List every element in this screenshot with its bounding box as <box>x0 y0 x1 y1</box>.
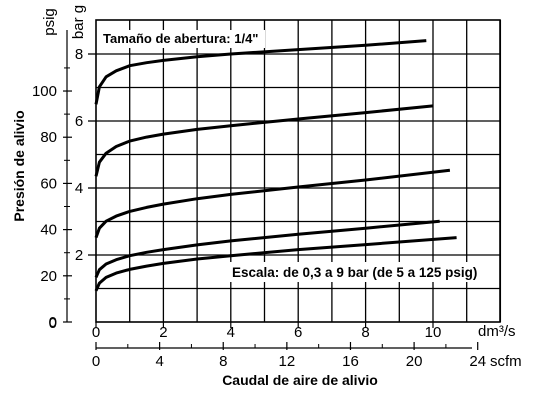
x-unit-dm3s: dm³/s <box>478 323 516 340</box>
x-dm3s-tick-label: 8 <box>361 324 369 341</box>
x-unit-scfm: scfm <box>490 353 522 370</box>
y-unit-psig: psig <box>41 8 58 36</box>
series-line-1 <box>94 236 457 292</box>
x-scfm-tick-label: 24 <box>469 353 486 370</box>
y-zero-tick-label: 0 <box>49 315 57 332</box>
y-psig-tick-label: 40 <box>40 222 57 239</box>
series-line-2 <box>94 219 440 279</box>
y-bar-tick-label: 4 <box>75 180 83 197</box>
aperture-annotation-background <box>99 30 265 48</box>
y-psig-tick-label: 0 <box>49 314 57 331</box>
y-psig-tick-label: 100 <box>32 83 57 100</box>
series-line-4 <box>94 104 434 177</box>
x-dm3s-tick-label: 6 <box>294 324 302 341</box>
x-scfm-tick-label: 16 <box>342 353 359 370</box>
x-scfm-tick-label: 8 <box>219 353 227 370</box>
x-scfm-tick-label: 4 <box>155 353 163 370</box>
y-psig-tick-label: 80 <box>40 129 57 146</box>
x-dm3s-tick-label: 4 <box>227 324 235 341</box>
scale-annotation-background <box>228 262 498 282</box>
y-psig-tick-label: 60 <box>40 175 57 192</box>
x-scfm-tick-label: 20 <box>406 353 423 370</box>
y-bar-tick-label: 6 <box>75 113 83 130</box>
y-bar-tick-label: 8 <box>75 46 83 63</box>
x-dm3s-tick-label: 10 <box>425 324 442 341</box>
x-scfm-tick-label: 12 <box>279 353 296 370</box>
y-psig-tick-label: 20 <box>40 268 57 285</box>
x-axis-title: Caudal de aire de alivio <box>222 372 378 388</box>
x-dm3s-tick-label: 2 <box>159 324 167 341</box>
y-bar-tick-label: 2 <box>75 247 83 264</box>
series-line-3 <box>94 168 451 239</box>
x-scfm-tick-label: 0 <box>92 353 100 370</box>
series-curves <box>94 39 457 292</box>
x-dm3s-tick-label: 0 <box>92 324 100 341</box>
y-axis-title: Presión de alivio <box>11 110 27 221</box>
series-line-5 <box>94 39 427 105</box>
y-unit-bar: bar g <box>70 5 87 39</box>
scale-annotation: Escala: de 0,3 a 9 bar (de 5 a 125 psig) <box>232 265 477 280</box>
aperture-annotation: Tamaño de abertura: 1/4" <box>103 31 258 46</box>
